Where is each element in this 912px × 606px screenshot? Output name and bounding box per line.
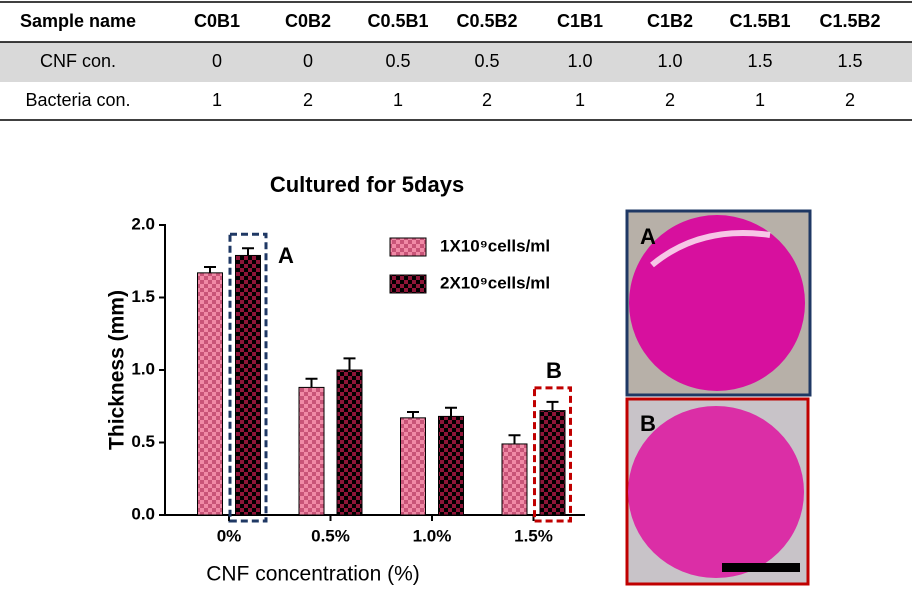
table-cell: 1.5 [837,51,862,71]
bar [438,415,464,516]
table-cell: 2 [482,90,492,110]
error-bar [204,266,216,273]
y-tick-label: 1.0 [131,359,155,378]
legend-swatch [389,237,427,257]
x-tick-label: 1.5% [514,526,553,545]
table-cell: Bacteria con. [25,90,130,110]
table-header-cell: C1B1 [557,11,603,31]
photo-highlight [650,230,771,268]
photo-label: A [640,224,656,249]
table-row-shade [0,42,912,82]
table-cell: 2 [303,90,313,110]
table-header-cell: C0B2 [285,11,331,31]
photo-b: B [625,397,810,586]
error-bar [445,406,457,417]
y-tick-label: 0.0 [131,504,155,523]
error-bar [305,377,318,388]
bar [235,254,261,516]
x-tick-label: 1.0% [413,526,452,545]
error-bar [242,247,254,256]
table-cell: 2 [665,90,675,110]
highlight-box [228,232,268,523]
table-cell: 1 [393,90,403,110]
photo-a: A [625,209,812,397]
table-cell: 2 [845,90,855,110]
x-tick-label: 0.5% [311,526,350,545]
highlight-box [533,386,572,523]
photo-sample [628,406,804,578]
table-cell: 1.5 [747,51,772,71]
table-cell: 1 [575,90,585,110]
x-tick-label: 0% [217,526,242,545]
bar [298,386,325,516]
table-cell: 1.0 [657,51,682,71]
annotation: B [546,358,562,383]
error-bar [343,357,356,370]
table-header-cell: C1.5B1 [729,11,790,31]
table-cell: 0.5 [474,51,499,71]
y-tick-label: 1.5 [131,287,155,306]
table-cell: 0 [303,51,313,71]
table-header-cell: Sample name [20,11,136,31]
error-bar [508,434,521,444]
chart-title: Cultured for 5days [270,172,464,197]
y-tick-label: 0.5 [131,432,155,451]
table-header-cell: C0.5B2 [456,11,517,31]
table-header-cell: C0B1 [194,11,240,31]
bar [336,369,363,516]
table-cell: 1 [212,90,222,110]
error-bar [546,400,559,411]
error-bar [407,411,419,418]
table-header-cell: C0.5B1 [367,11,428,31]
scale-bar [722,563,800,572]
y-axis-label: Thickness (mm) [106,290,129,450]
bar [501,443,528,516]
table-header-cell: C1B2 [647,11,693,31]
photo-sample [629,215,805,391]
table-cell: 1.0 [567,51,592,71]
table-cell: CNF con. [40,51,116,71]
table-cell: 1 [755,90,765,110]
legend-label: 2X10⁹cells/ml [440,273,550,292]
annotation: A [278,243,294,268]
table-cell: 0 [212,51,222,71]
photo-label: B [640,411,656,436]
bar [400,417,426,516]
table-cell: 0.5 [385,51,410,71]
bar [197,272,223,516]
table-header-cell: C1.5B2 [819,11,880,31]
legend-label: 1X10⁹cells/ml [440,236,550,255]
legend-swatch [389,274,427,294]
x-axis-label: CNF concentration (%) [206,563,420,586]
bar [539,410,566,516]
y-tick-label: 2.0 [131,214,155,233]
